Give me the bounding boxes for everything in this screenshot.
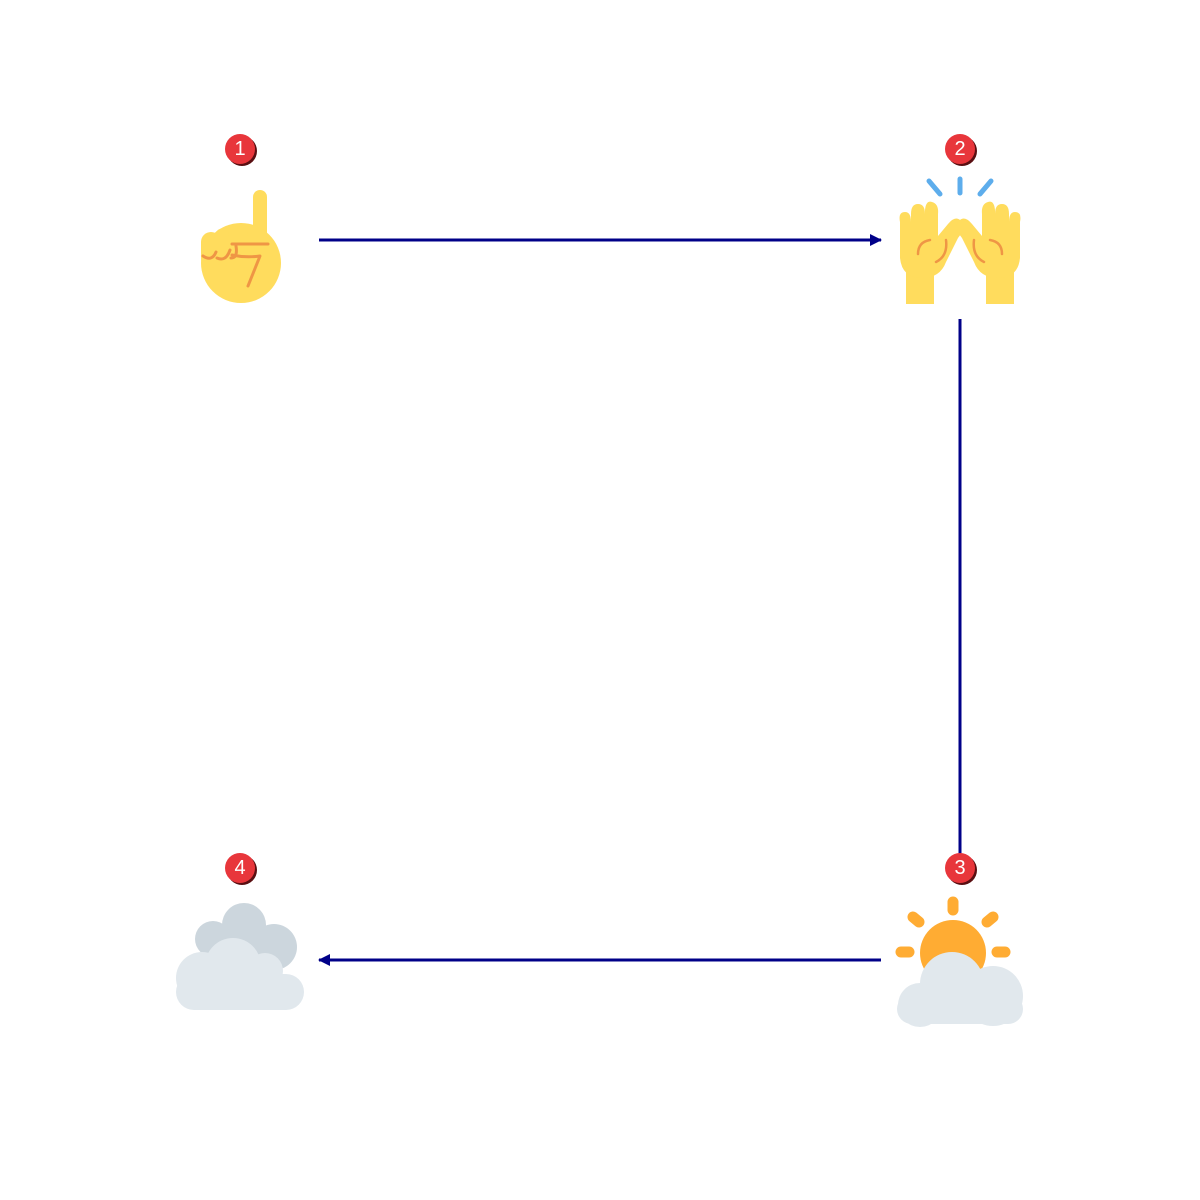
raising-hands-icon — [899, 176, 1021, 304]
step-badge: 4 — [225, 853, 257, 885]
step-3: 3 — [895, 853, 1023, 1027]
step-number: 4 — [234, 857, 245, 879]
step-number: 2 — [954, 138, 965, 160]
step-badge: 3 — [945, 853, 977, 885]
step-1: 1 — [201, 134, 281, 303]
index-pointing-up-icon — [201, 190, 281, 303]
sun-behind-cloud-icon — [895, 896, 1023, 1027]
step-number: 1 — [234, 138, 245, 160]
step-2: 2 — [899, 134, 1021, 304]
step-badge: 1 — [225, 134, 257, 166]
clouds-icon — [176, 903, 304, 1010]
step-badge: 2 — [945, 134, 977, 166]
step-4: 4 — [176, 853, 304, 1010]
step-number: 3 — [954, 857, 965, 879]
